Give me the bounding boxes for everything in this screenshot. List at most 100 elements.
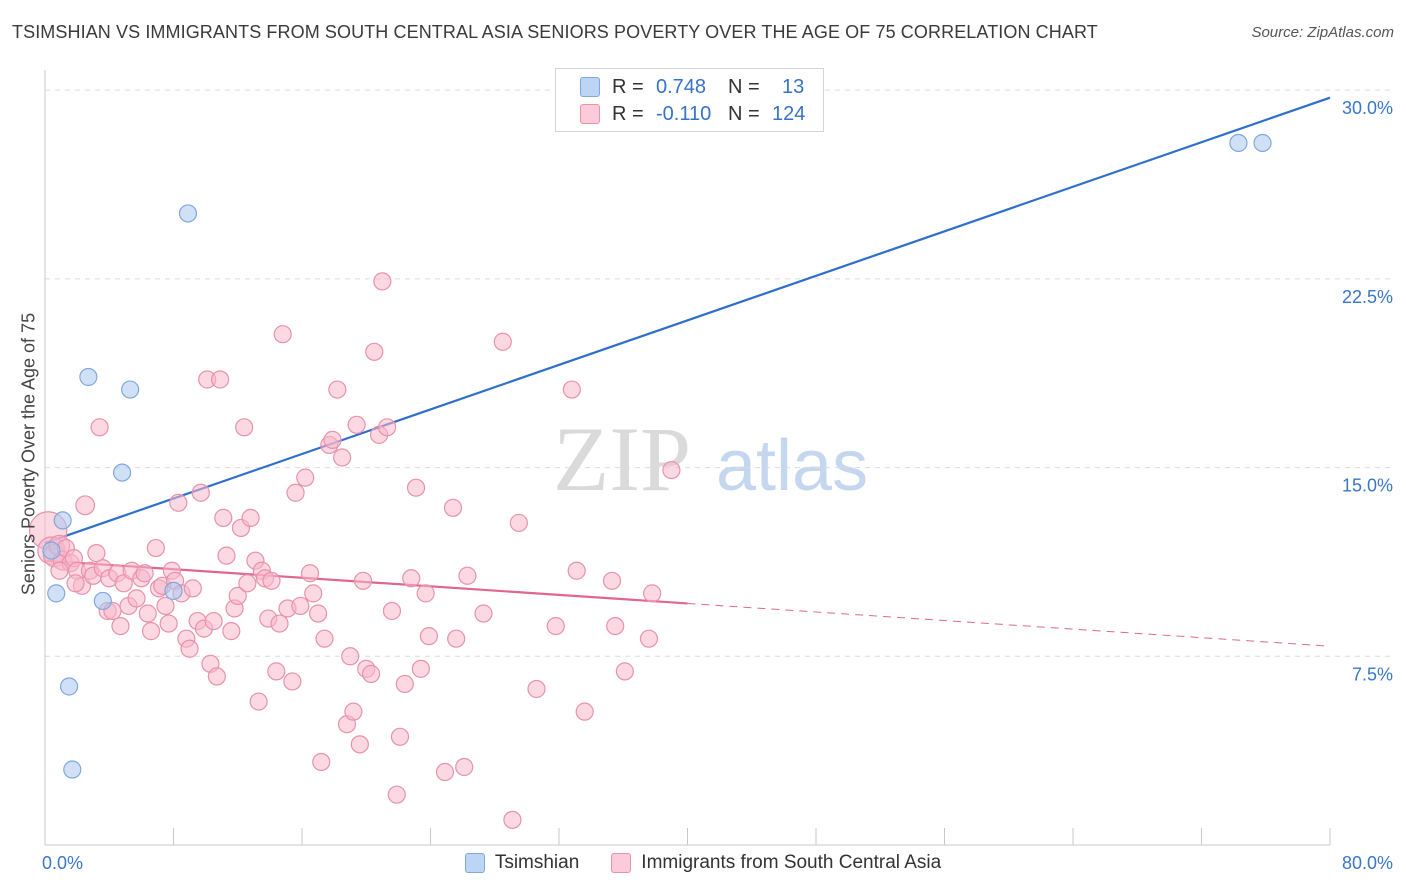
- legend-swatch-immigrants: [580, 104, 600, 124]
- legend-n-label: N =: [728, 102, 760, 125]
- immigrants-point: [387, 785, 406, 804]
- y-tick-label: 15.0%: [1342, 476, 1393, 496]
- immigrants-point: [304, 584, 323, 603]
- immigrants-point: [214, 508, 233, 527]
- immigrants-point: [341, 647, 360, 666]
- immigrants-point: [419, 627, 438, 646]
- immigrants-point: [643, 584, 662, 603]
- chart-title: TSIMSHIAN VS IMMIGRANTS FROM SOUTH CENTR…: [12, 22, 1098, 42]
- immigrants-point: [411, 659, 430, 678]
- immigrants-point: [395, 674, 414, 694]
- legend-r-label: R =: [612, 102, 644, 125]
- immigrants-point: [458, 566, 477, 585]
- immigrants-point: [169, 493, 188, 512]
- series-swatch-tsimshian: [464, 853, 485, 873]
- immigrants-point: [493, 332, 512, 351]
- immigrants-point: [546, 616, 565, 636]
- immigrants-point: [435, 762, 455, 782]
- tsimshian-point: [178, 204, 198, 223]
- immigrants-point: [361, 664, 381, 683]
- immigrants-point: [235, 418, 254, 437]
- legend-r-value: 0.748: [656, 75, 707, 98]
- immigrants-point: [111, 616, 130, 636]
- immigrants-point: [562, 380, 581, 399]
- tsimshian-point: [1253, 133, 1272, 153]
- immigrants-point: [135, 564, 154, 583]
- immigrants-point: [575, 702, 594, 721]
- immigrants-point: [373, 272, 392, 291]
- immigrants-point: [296, 468, 315, 487]
- watermark-zip: ZIP: [553, 408, 691, 510]
- immigrants-point: [138, 604, 157, 623]
- legend-swatch-tsimshian: [580, 77, 600, 97]
- axes: [44, 70, 1331, 846]
- immigrants-point: [159, 614, 178, 633]
- immigrants-point: [474, 604, 493, 623]
- immigrants-point: [141, 622, 161, 641]
- tsimshian-point: [79, 367, 98, 387]
- immigrants-point: [378, 418, 397, 437]
- immigrants-point: [606, 616, 625, 636]
- immigrants-point: [217, 546, 236, 565]
- immigrants-point: [75, 495, 96, 516]
- immigrants-point: [315, 629, 334, 648]
- immigrants-point: [353, 571, 373, 590]
- immigrants-point: [207, 667, 226, 686]
- immigrants-point: [270, 614, 289, 633]
- tick-labels: 7.5% 15.0% 22.5% 30.0% 0.0% 80.0%: [42, 98, 1393, 873]
- immigrants-point: [286, 483, 305, 502]
- immigrants-point: [228, 586, 247, 605]
- watermark-atlas: atlas: [716, 426, 868, 506]
- immigrants-point: [503, 810, 522, 829]
- immigrants-point: [567, 561, 586, 580]
- y-axis-label: Seniors Poverty Over the Age of 75: [18, 312, 39, 596]
- legend-n-value: 13: [782, 75, 805, 98]
- gridlines: [45, 89, 1392, 657]
- immigrants-point: [308, 604, 328, 623]
- immigrants-point: [204, 611, 223, 631]
- immigrants-point: [238, 574, 257, 593]
- immigrants-point: [365, 342, 384, 361]
- immigrants-point: [183, 579, 202, 598]
- y-tick-label: 30.0%: [1342, 98, 1393, 118]
- x-tick-label: 0.0%: [42, 853, 83, 873]
- data-points: [28, 133, 1272, 829]
- tsimshian-point: [63, 760, 82, 779]
- immigrants-point: [527, 679, 546, 699]
- immigrants-point: [267, 662, 286, 681]
- immigrants-point: [241, 508, 260, 527]
- x-tick-label: 80.0%: [1342, 853, 1393, 873]
- immigrants-point: [291, 596, 310, 616]
- immigrants-point: [406, 478, 426, 497]
- immigrants-point: [443, 498, 463, 517]
- series-swatch-immigrants: [611, 853, 632, 873]
- immigrants-point: [191, 483, 210, 502]
- trend-lines: [44, 96, 1331, 647]
- immigrants-point: [615, 662, 634, 681]
- immigrants-point: [312, 752, 331, 772]
- series-legend: Tsimshian Immigrants from South Central …: [0, 852, 1406, 874]
- y-tick-label: 7.5%: [1352, 664, 1393, 684]
- series-name-tsimshian: Tsimshian: [494, 852, 580, 873]
- immigrants-point: [66, 574, 85, 593]
- immigrants-point: [344, 702, 363, 721]
- immigrants-point: [416, 584, 435, 603]
- tsimshian-point: [93, 591, 112, 611]
- immigrants-point: [283, 672, 302, 691]
- immigrants-point: [350, 735, 369, 754]
- tsimshian-point: [164, 581, 183, 600]
- y-tick-label: 22.5%: [1342, 287, 1393, 307]
- legend-n-label: N =: [728, 75, 760, 98]
- tsimshian-trend-line: [44, 96, 1331, 545]
- legend-r-value: -0.110: [656, 102, 712, 125]
- tsimshian-point: [42, 541, 61, 560]
- series-legend-tsimshian: Tsimshian: [464, 852, 580, 874]
- immigrants-point: [249, 692, 268, 711]
- immigrants-point: [90, 418, 109, 437]
- tsimshian-point: [53, 511, 72, 530]
- immigrants-point: [323, 430, 342, 449]
- immigrants-point: [382, 601, 402, 621]
- immigrants-point: [447, 629, 466, 648]
- series-legend-immigrants: Immigrants from South Central Asia: [611, 852, 941, 874]
